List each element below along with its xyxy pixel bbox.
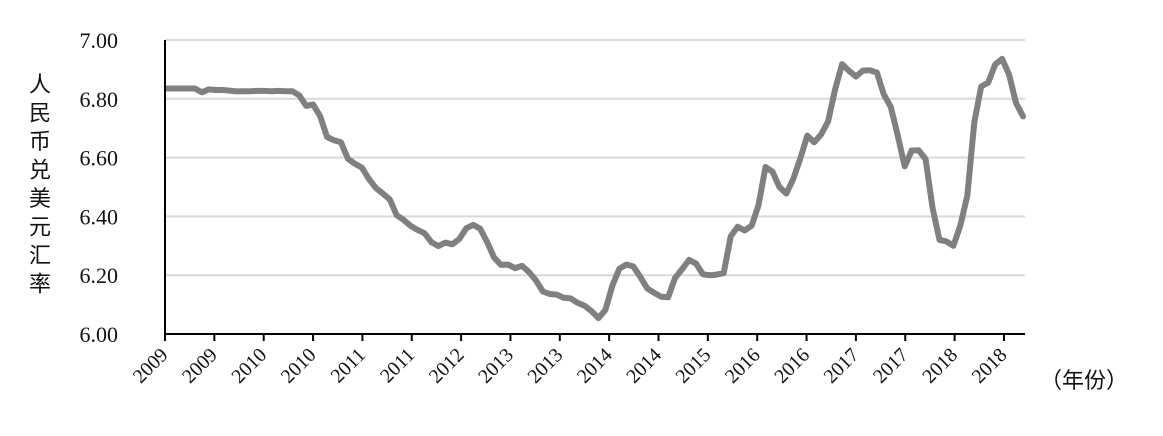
x-tick-label: 2014 [622, 344, 666, 388]
axes [164, 40, 1025, 341]
y-axis-label-char: 兑 [29, 158, 51, 183]
series-group [164, 55, 1026, 322]
x-tick-label: 2012 [425, 344, 469, 388]
x-tick-label: 2009 [129, 344, 173, 388]
y-tick-label: 6.40 [80, 204, 119, 229]
y-tick-label: 7.00 [80, 28, 119, 53]
x-tick-label: 2011 [376, 344, 419, 387]
y-axis-label-char: 人 [29, 72, 51, 97]
y-axis-label-char: 汇 [29, 243, 51, 268]
y-tick-label: 6.80 [80, 87, 119, 112]
x-tick-labels: 2009 2009 2010 2010 2011 2011 2012 2013 2013 2014… [129, 344, 1012, 388]
x-tick-label: 2018 [968, 344, 1012, 388]
x-tick-label: 2010 [277, 344, 321, 388]
y-tick-labels: 6.00 6.20 6.40 6.60 6.80 7.00 [80, 28, 119, 347]
y-axis-label-char: 民 [29, 101, 51, 126]
y-axis-label-char: 元 [29, 215, 51, 240]
y-axis-label-char: 币 [29, 129, 51, 154]
x-tick-label: 2016 [721, 344, 765, 388]
x-tick-label: 2009 [178, 344, 222, 388]
y-axis-label-char: 美 [29, 186, 51, 211]
x-tick-label: 2013 [474, 344, 518, 388]
y-tick-label: 6.00 [80, 322, 119, 347]
x-tick-label: 2010 [227, 344, 271, 388]
x-tick-label: 2017 [820, 344, 864, 388]
y-axis-label-char: 率 [29, 272, 51, 297]
y-tick-label: 6.20 [80, 263, 119, 288]
gridlines [165, 39, 1025, 277]
x-tick-label: 2011 [327, 344, 370, 387]
x-axis-unit-label: （年份） [1040, 368, 1128, 393]
x-tick-label: 2015 [672, 344, 716, 388]
x-tick-label: 2016 [770, 344, 814, 388]
y-tick-label: 6.60 [80, 146, 119, 171]
x-tick-label: 2013 [523, 344, 567, 388]
x-tick-label: 2017 [869, 344, 913, 388]
series-line [164, 55, 1026, 322]
x-tick-label: 2018 [918, 344, 962, 388]
x-tick-label: 2014 [573, 344, 617, 388]
